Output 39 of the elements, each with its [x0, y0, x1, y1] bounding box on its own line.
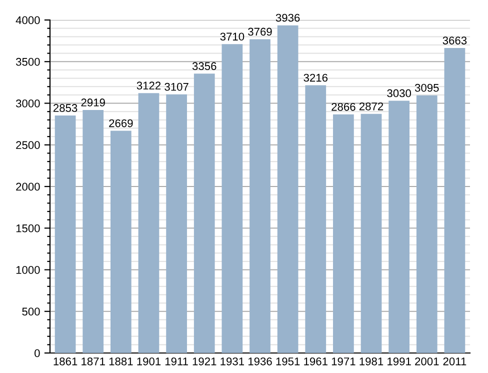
- y-tick-label: 3500: [16, 58, 40, 66]
- y-tick-label: 1000: [16, 266, 40, 274]
- data-label: 2669: [109, 119, 133, 128]
- x-tick-label: 1936: [248, 357, 272, 366]
- data-label: 3107: [164, 82, 188, 91]
- y-tick-label: 0: [34, 349, 40, 358]
- y-tick-label: 1500: [16, 224, 40, 232]
- x-tick-label: 1981: [360, 357, 384, 366]
- x-tick-label: 1961: [304, 357, 328, 366]
- y-tick-label: 2500: [16, 141, 40, 150]
- x-tick-label: 1951: [276, 357, 300, 366]
- x-tick-label: 1931: [220, 357, 244, 366]
- y-tick-label: 500: [22, 308, 40, 316]
- data-label: 3356: [192, 62, 216, 70]
- x-tick-label: 1971: [332, 357, 356, 366]
- data-label: 2853: [54, 104, 78, 112]
- y-tick-label: 3000: [16, 100, 40, 108]
- x-tick-label: 1871: [82, 357, 105, 366]
- x-tick-label: 2011: [443, 357, 466, 366]
- x-tick-label: 1881: [109, 357, 133, 366]
- data-label: 3769: [248, 28, 272, 36]
- data-label: 2866: [332, 102, 356, 111]
- y-tick-label: 4000: [16, 16, 40, 24]
- data-label: 2872: [359, 102, 384, 110]
- x-tick-label: 2001: [415, 357, 439, 366]
- x-tick-label: 1861: [54, 357, 78, 366]
- data-label: 3030: [387, 89, 411, 98]
- data-label: 3936: [276, 14, 300, 22]
- x-tick-label: 1901: [137, 357, 161, 366]
- x-tick-label: 1991: [388, 357, 411, 366]
- data-label: 3122: [136, 82, 161, 90]
- x-tick-label: 1911: [165, 357, 188, 366]
- x-tick-label: 1921: [192, 357, 216, 366]
- data-label: 3710: [220, 32, 244, 41]
- data-label: 3216: [304, 74, 328, 82]
- data-label: 2919: [81, 98, 105, 106]
- y-tick-label: 2000: [16, 182, 40, 191]
- data-label: 3095: [414, 84, 439, 92]
- data-label: 3663: [442, 36, 467, 44]
